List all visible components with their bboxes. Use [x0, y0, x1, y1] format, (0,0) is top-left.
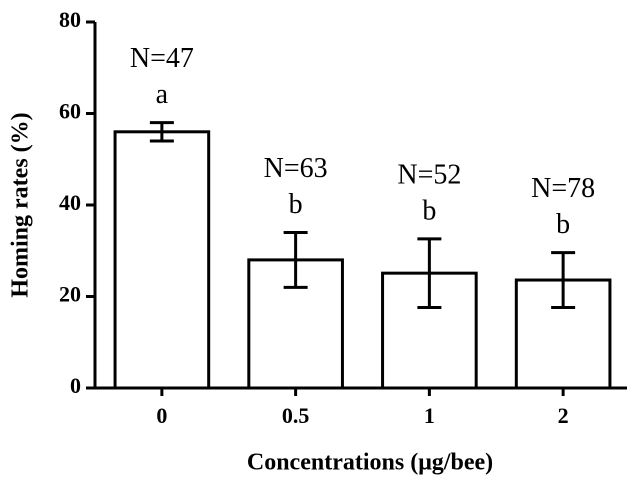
x-tick-label: 0 [156, 403, 167, 428]
error-bar [551, 251, 576, 309]
sample-size-label: N=47 [130, 43, 194, 74]
sample-size-label: N=52 [397, 159, 461, 190]
y-tick-label: 20 [59, 282, 81, 307]
x-axis-title: Concentrations (μg/bee) [247, 450, 493, 476]
significance-letter: b [556, 209, 570, 240]
y-tick-label: 60 [59, 99, 81, 124]
significance-letter: b [289, 189, 303, 220]
x-tick-label: 0.5 [282, 403, 310, 428]
sample-size-label: N=78 [531, 173, 595, 204]
y-tick-label: 0 [70, 373, 81, 398]
y-tick-label: 40 [59, 190, 81, 215]
y-axis-title: Homing rates (%) [8, 112, 34, 297]
error-bar [149, 121, 174, 143]
error-bar [417, 237, 442, 309]
sample-size-label: N=63 [264, 153, 328, 184]
y-tick-label: 80 [59, 7, 81, 32]
error-bar [283, 230, 308, 289]
x-tick-label: 1 [424, 403, 435, 428]
significance-letter: b [422, 195, 436, 226]
bar [113, 130, 211, 390]
x-tick-label: 2 [558, 403, 569, 428]
significance-letter: a [156, 79, 169, 110]
